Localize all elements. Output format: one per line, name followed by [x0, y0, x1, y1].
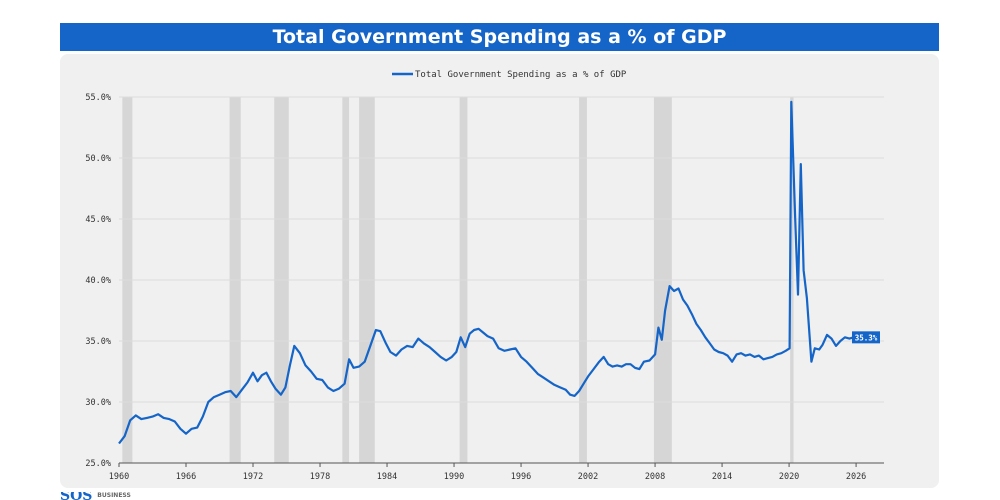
last-value-label: 35.3% [855, 333, 878, 342]
y-tick-label: 25.0% [85, 459, 111, 469]
y-tick-label: 45.0% [85, 215, 111, 225]
series-layer [118, 100, 855, 445]
x-tick-label: 2014 [712, 472, 732, 482]
x-tick-label: 2020 [779, 472, 799, 482]
x-tick-label: 1990 [444, 472, 464, 482]
x-tick-label: 1984 [377, 472, 397, 482]
x-tick-label: 2002 [578, 472, 598, 482]
x-tick-label: 2026 [846, 472, 866, 482]
chart-title-text: Total Government Spending as a % of GDP [272, 26, 727, 48]
series-line [118, 100, 855, 445]
y-tick-label: 55.0% [85, 93, 111, 103]
footer-logo: SOS BUSINESS [60, 492, 131, 500]
x-tick-label: 2008 [645, 472, 665, 482]
y-tick-label: 35.0% [85, 337, 111, 347]
x-tick-label: 1960 [109, 472, 129, 482]
y-tick-label: 30.0% [85, 398, 111, 408]
x-tick-label: 1966 [176, 472, 196, 482]
chart-title: Total Government Spending as a % of GDP [60, 23, 939, 51]
legend-label: Total Government Spending as a % of GDP [415, 70, 627, 80]
x-tick-label: 1972 [243, 472, 263, 482]
last-value-badge [852, 331, 880, 344]
y-tick-label: 50.0% [85, 154, 111, 164]
x-tick-label: 1978 [310, 472, 330, 482]
legend: Total Government Spending as a % of GDP [392, 70, 627, 80]
y-tick-label: 40.0% [85, 276, 111, 286]
x-tick-label: 1996 [511, 472, 531, 482]
axes: 25.0% 30.0% 35.0% 40.0% 45.0% 50.0% 55.0% 1960 1… [85, 93, 884, 482]
footer-logo-subtext: BUSINESS [97, 492, 131, 499]
value-label: 35.3% [852, 331, 880, 344]
footer-logo-text: SOS [60, 492, 93, 500]
